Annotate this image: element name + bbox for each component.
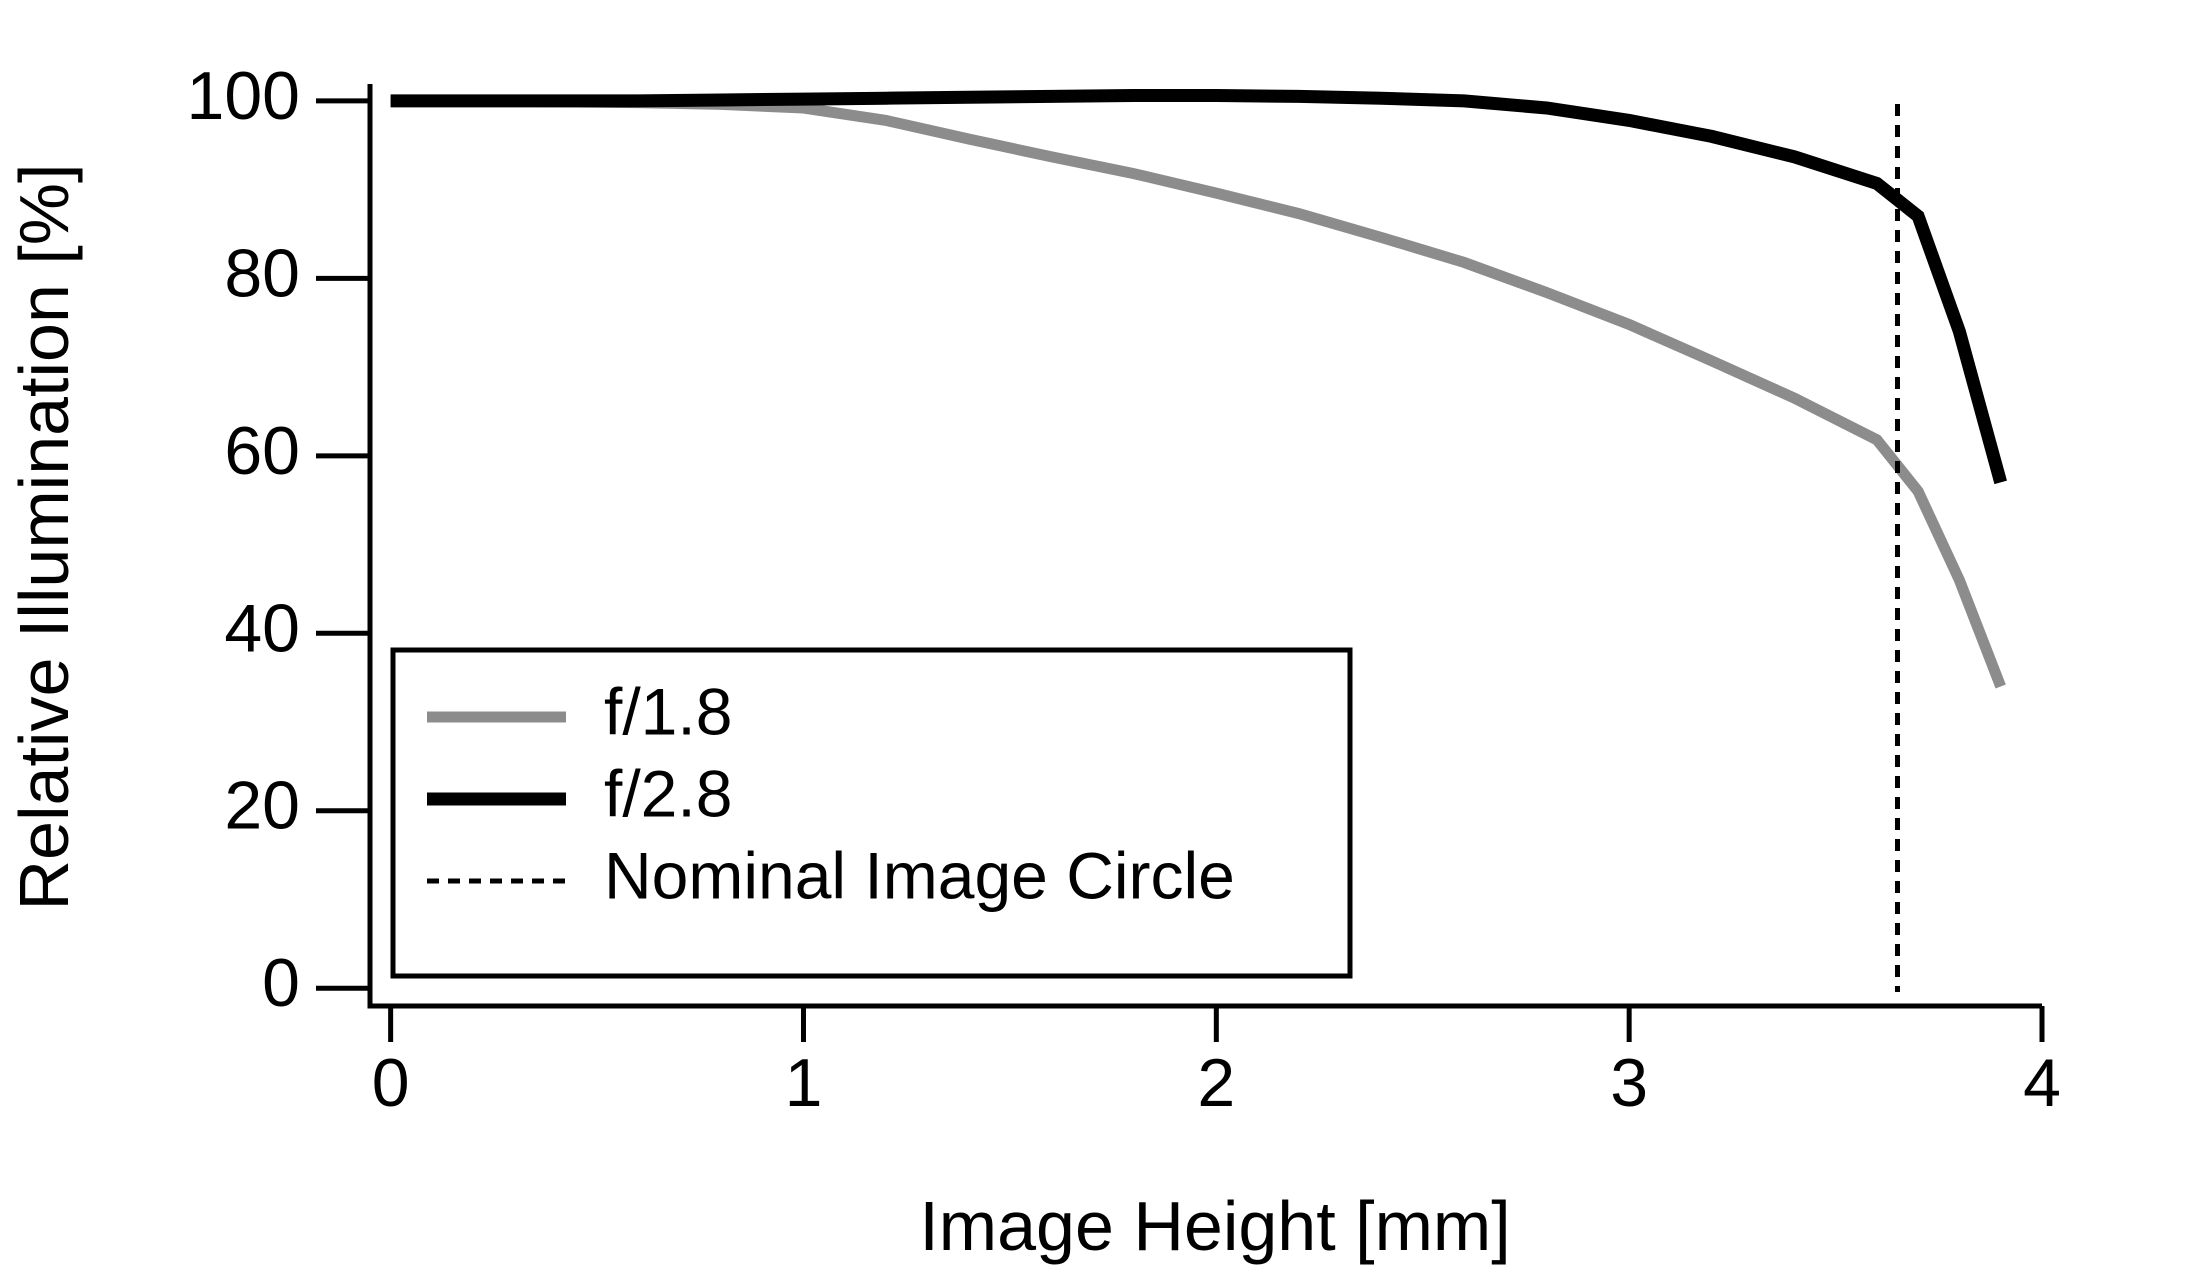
- y-tick-label: 100: [187, 58, 300, 134]
- y-tick-label: 0: [262, 945, 300, 1021]
- legend-box: [390, 647, 1353, 979]
- y-tick-label: 60: [224, 413, 300, 489]
- x-tick-label: 4: [2023, 1045, 2061, 1121]
- x-tick-label: 0: [372, 1045, 410, 1121]
- y-tick-label: 80: [224, 235, 300, 311]
- legend: f/1.8 f/2.8 Nominal Image Circle: [390, 647, 1353, 979]
- y-axis-label: Relative Illumination [%]: [5, 164, 83, 911]
- x-axis-label: Image Height [mm]: [919, 1187, 1510, 1265]
- legend-label: Nominal Image Circle: [604, 838, 1235, 912]
- y-tick-label: 20: [224, 768, 300, 844]
- x-tick-label: 2: [1197, 1045, 1235, 1121]
- data-line: [390, 89, 2007, 485]
- y-tick-label: 40: [224, 590, 300, 666]
- x-tick-label: 1: [785, 1045, 823, 1121]
- legend-label: f/1.8: [604, 674, 732, 748]
- x-tick-label: 3: [1610, 1045, 1648, 1121]
- data-line: [390, 95, 2006, 689]
- legend-label: f/2.8: [604, 756, 732, 830]
